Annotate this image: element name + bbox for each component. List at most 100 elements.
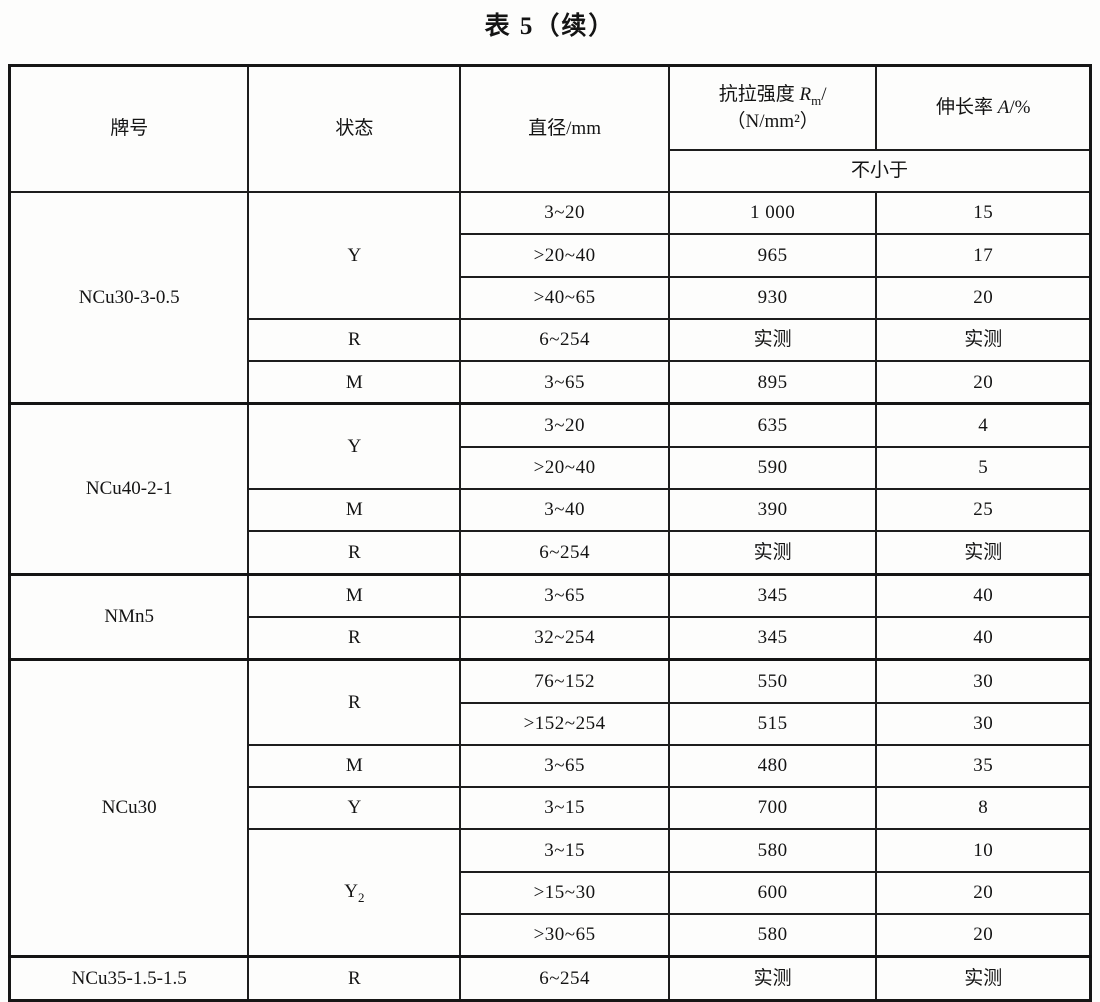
- table-row: NMn5 M 3~65 345 40: [8, 572, 1092, 661]
- diameter-cell: 32~254: [459, 615, 670, 661]
- diameter-cell: 76~152: [459, 658, 670, 704]
- elongation-cell: 4: [875, 402, 1092, 448]
- elongation-suffix: /%: [1009, 97, 1031, 119]
- tensile-cell: 345: [667, 615, 878, 661]
- table-row: R 6~254 实测 实测: [10, 317, 1092, 363]
- elongation-cell: 30: [875, 658, 1092, 704]
- tensile-cell: 1 000: [667, 190, 878, 236]
- header-state: 状态: [247, 64, 462, 193]
- diameter-cell: 3~65: [459, 743, 670, 789]
- elongation-cell: 35: [875, 743, 1092, 789]
- table-row: NCu40-2-1 Y 3~20 635 4: [8, 402, 1092, 576]
- elongation-cell: 实测: [875, 317, 1092, 363]
- diameter-cell: 6~254: [459, 955, 670, 1002]
- state-cell: M: [247, 360, 462, 405]
- tensile-slash: /: [821, 83, 827, 105]
- grade-cell: NMn5: [8, 572, 250, 661]
- table-header: 牌号 状态 直径/mm 抗拉强度 Rm/ （N/mm²） 伸长率 A/% 不小于: [8, 64, 1092, 193]
- table-row: >40~65 930 20: [10, 275, 1092, 320]
- state-cell: R: [247, 615, 462, 661]
- elongation-cell: 40: [875, 615, 1092, 661]
- state-cell: Y: [247, 191, 462, 320]
- elongation-cell: 17: [875, 233, 1092, 278]
- table-row: >30~65 580 20: [10, 913, 1092, 958]
- tensile-cell: 实测: [667, 317, 878, 363]
- tensile-symbol: R: [799, 83, 812, 105]
- table-row: NCu30-3-0.5 Y 3~20 1 000 15: [8, 190, 1092, 405]
- tensile-cell: 965: [667, 233, 878, 278]
- state-cell: M: [247, 488, 462, 533]
- elongation-cell: 40: [875, 572, 1092, 618]
- elongation-cell: 8: [875, 786, 1092, 831]
- diameter-cell: 3~65: [459, 360, 670, 405]
- tensile-label-text: 抗拉强度: [718, 83, 800, 105]
- tensile-cell: 930: [667, 275, 878, 320]
- table-row: M 3~40 390 25: [10, 488, 1092, 533]
- table-row: R 6~254 实测 实测: [10, 530, 1092, 576]
- state-cell: Y: [247, 402, 462, 491]
- grade-cell: NCu30-3-0.5: [8, 191, 250, 405]
- diameter-cell: >152~254: [459, 701, 670, 746]
- diameter-cell: 3~65: [459, 572, 670, 618]
- table-row: >152~254 515 30: [10, 701, 1092, 746]
- tensile-cell: 590: [667, 445, 878, 491]
- tensile-unit: （N/mm²）: [726, 110, 819, 132]
- elongation-cell: 10: [875, 828, 1092, 873]
- state-cell: R: [247, 530, 462, 576]
- diameter-cell: >40~65: [459, 275, 670, 320]
- grade-cell: NCu35-1.5-1.5: [8, 955, 250, 1002]
- diameter-cell: 3~15: [459, 828, 670, 873]
- tensile-cell: 635: [667, 402, 878, 448]
- elongation-cell: 15: [875, 190, 1092, 236]
- header-not-less-than: 不小于: [667, 149, 1092, 193]
- table-row: NCu35-1.5-1.5 R 6~254 实测 实测: [8, 955, 1092, 1002]
- elongation-cell: 5: [875, 445, 1092, 491]
- diameter-cell: 3~20: [459, 190, 670, 236]
- table-row: >20~40 965 17: [10, 233, 1092, 278]
- elongation-cell: 30: [875, 701, 1092, 746]
- tensile-cell: 实测: [667, 530, 878, 576]
- tensile-cell: 345: [667, 572, 878, 618]
- diameter-cell: >20~40: [459, 445, 670, 491]
- tensile-cell: 实测: [667, 955, 878, 1002]
- state-cell: Y2: [247, 828, 462, 958]
- table-row: >15~30 600 20: [10, 870, 1092, 916]
- elongation-cell: 20: [875, 870, 1092, 916]
- tensile-cell: 390: [667, 488, 878, 533]
- state-cell: M: [247, 743, 462, 789]
- tensile-cell: 580: [667, 828, 878, 873]
- state-symbol: Y: [344, 881, 358, 903]
- state-subscript: 2: [357, 890, 365, 906]
- table-row: M 3~65 480 35: [10, 743, 1092, 789]
- diameter-cell: 6~254: [459, 530, 670, 576]
- tensile-cell: 580: [667, 913, 878, 958]
- elongation-cell: 实测: [875, 530, 1092, 576]
- tensile-subscript: m: [811, 92, 822, 108]
- header-elongation: 伸长率 A/%: [875, 64, 1092, 151]
- grade-cell: NCu30: [8, 658, 250, 958]
- diameter-cell: >15~30: [459, 870, 670, 916]
- header-tensile-strength: 抗拉强度 Rm/ （N/mm²）: [667, 64, 878, 151]
- elongation-label-text: 伸长率: [935, 97, 998, 119]
- state-cell: Y: [247, 786, 462, 831]
- header-diameter: 直径/mm: [459, 64, 670, 193]
- diameter-cell: 3~40: [459, 488, 670, 533]
- table-title: 表 5（续）: [484, 13, 616, 40]
- tensile-cell: 600: [667, 870, 878, 916]
- tensile-cell: 700: [667, 786, 878, 831]
- table-row: Y 3~15 700 8: [10, 786, 1092, 831]
- diameter-cell: >20~40: [459, 233, 670, 278]
- elongation-cell: 实测: [875, 955, 1092, 1002]
- state-cell: M: [247, 572, 462, 618]
- diameter-cell: 3~15: [459, 786, 670, 831]
- elongation-cell: 20: [875, 275, 1092, 320]
- mechanical-properties-table: 牌号 状态 直径/mm 抗拉强度 Rm/ （N/mm²） 伸长率 A/% 不小于…: [8, 64, 1092, 1002]
- state-cell: R: [247, 317, 462, 363]
- table-row: M 3~65 895 20: [10, 360, 1092, 405]
- elongation-symbol: A: [997, 97, 1010, 119]
- table-row: Y2 3~15 580 10: [10, 828, 1092, 958]
- state-cell: R: [247, 658, 462, 746]
- diameter-cell: 6~254: [459, 317, 670, 363]
- grade-cell: NCu40-2-1: [8, 402, 250, 576]
